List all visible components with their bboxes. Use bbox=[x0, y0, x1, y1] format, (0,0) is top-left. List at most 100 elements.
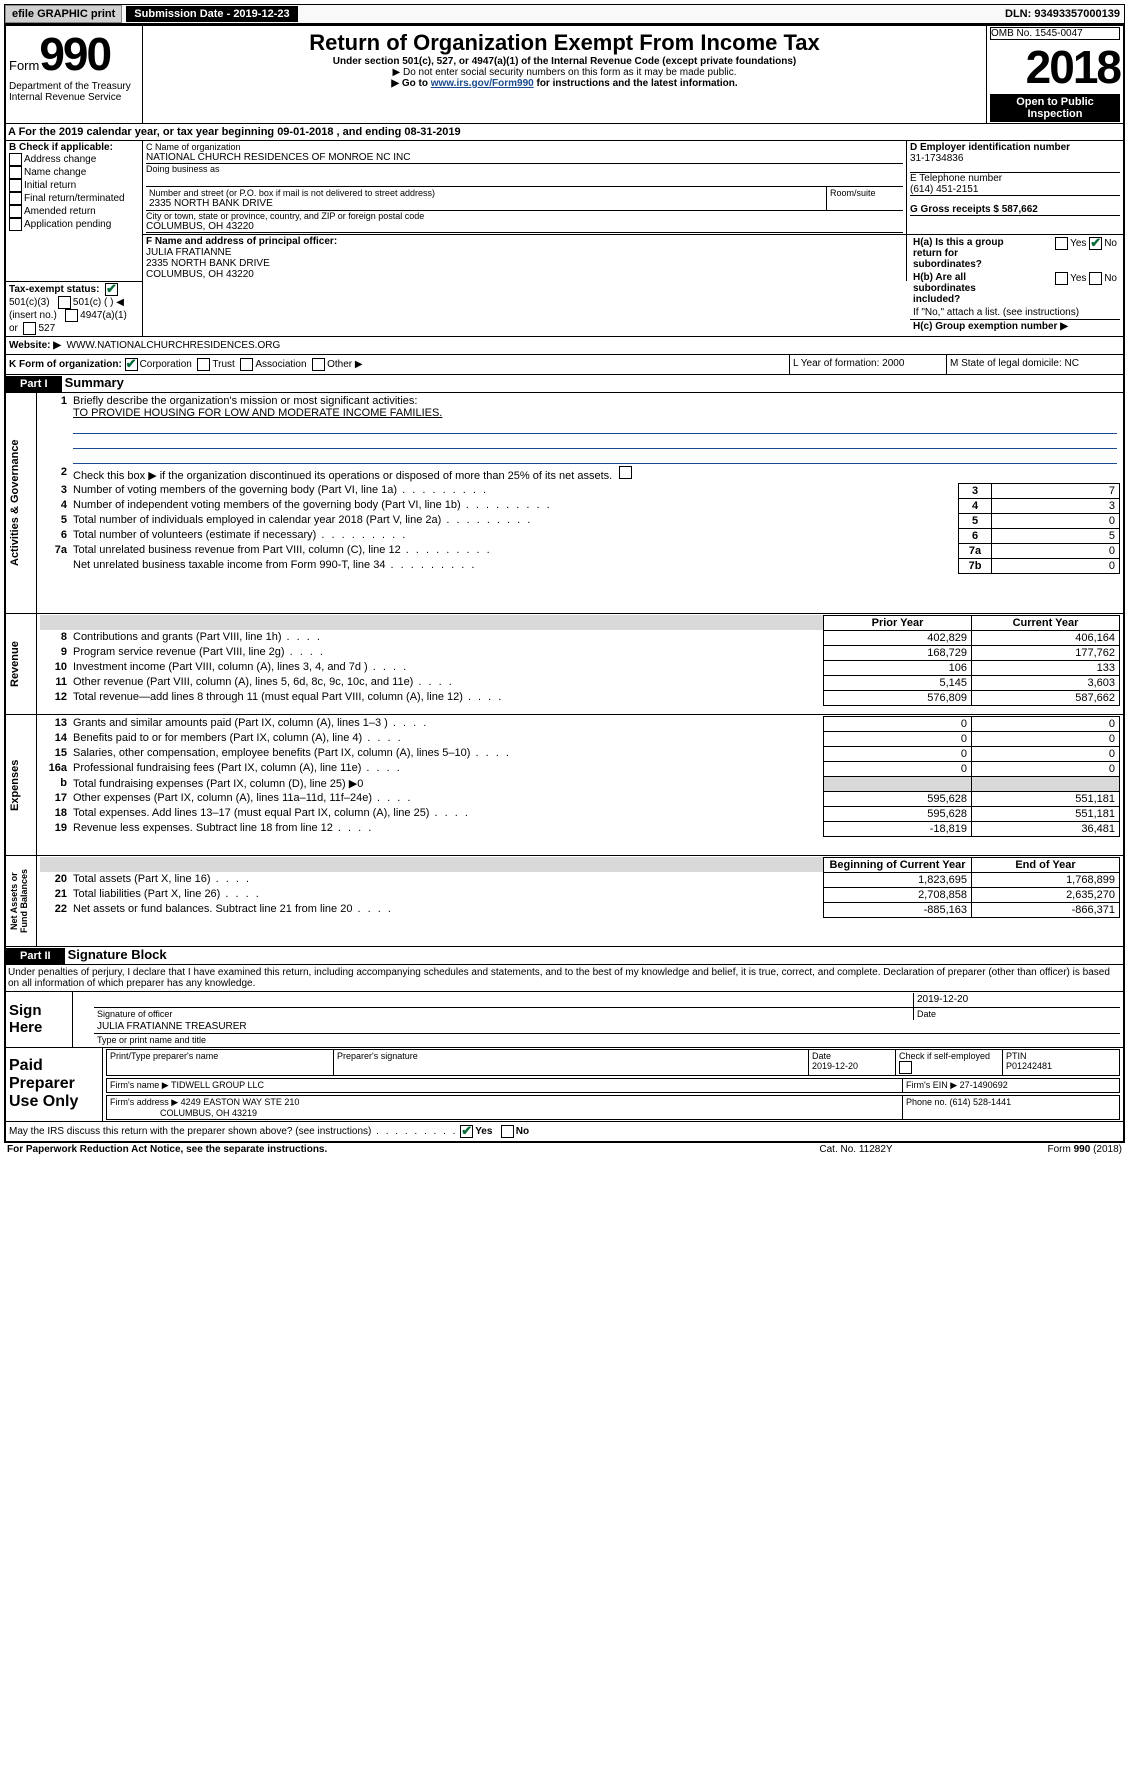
checkbox-discuss-yes[interactable] bbox=[460, 1125, 473, 1138]
checkbox-527[interactable] bbox=[23, 322, 36, 335]
table-row-text: Net assets or fund balances. Subtract li… bbox=[70, 902, 824, 917]
gov-row-text: Total number of individuals employed in … bbox=[70, 513, 959, 528]
ha-label: H(a) Is this a group return for subordin… bbox=[913, 237, 1004, 270]
checkbox-line-2[interactable] bbox=[619, 466, 632, 479]
table-row-text: Professional fundraising fees (Part IX, … bbox=[70, 761, 824, 776]
room-suite-header: Room/suite bbox=[830, 188, 900, 198]
telephone: (614) 451-2151 bbox=[910, 184, 1120, 195]
prep-date-header: Date bbox=[812, 1051, 831, 1061]
efile-print-button[interactable]: efile GRAPHIC print bbox=[5, 5, 122, 23]
d-ein-header: D Employer identification number bbox=[910, 142, 1120, 153]
check-self-employed: Check if self-employed bbox=[896, 1049, 1003, 1075]
firm-addr2: COLUMBUS, OH 43219 bbox=[160, 1108, 257, 1118]
checkbox-trust[interactable] bbox=[197, 358, 210, 371]
checkbox-application-pending[interactable] bbox=[9, 218, 22, 231]
checkbox-4947[interactable] bbox=[65, 309, 78, 322]
side-expenses: Expenses bbox=[9, 716, 21, 854]
part-ii-tab: Part II bbox=[6, 948, 65, 964]
checkbox-ha-no[interactable] bbox=[1089, 237, 1102, 250]
side-activities-governance: Activities & Governance bbox=[9, 394, 21, 612]
street-address: 2335 NORTH BANK DRIVE bbox=[149, 198, 823, 209]
officer-addr1: 2335 NORTH BANK DRIVE bbox=[146, 258, 903, 269]
checkbox-other[interactable] bbox=[312, 358, 325, 371]
paid-preparer-label: Paid Preparer Use Only bbox=[6, 1047, 103, 1121]
table-row-text: Revenue less expenses. Subtract line 18 … bbox=[70, 821, 824, 836]
table-row-text: Total revenue—add lines 8 through 11 (mu… bbox=[70, 690, 824, 705]
line-a-tax-year: A For the 2019 calendar year, or tax yea… bbox=[6, 124, 1123, 141]
prep-date: 2019-12-20 bbox=[812, 1061, 858, 1071]
form-990-badge: Form990 bbox=[9, 27, 139, 81]
checkbox-name-change[interactable] bbox=[9, 166, 22, 179]
col-end-year: End of Year bbox=[972, 857, 1120, 872]
checkbox-501c3[interactable] bbox=[105, 283, 118, 296]
l-year-formation: L Year of formation: 2000 bbox=[790, 355, 947, 375]
col-current-year: Current Year bbox=[972, 615, 1120, 630]
table-row-text: Program service revenue (Part VIII, line… bbox=[70, 645, 824, 660]
line-i-tax-exempt: Tax-exempt status: 501(c)(3) 501(c) ( ) … bbox=[6, 281, 143, 336]
footer-form: Form 990 (2018) bbox=[1048, 1144, 1122, 1155]
checkbox-corporation[interactable] bbox=[125, 358, 138, 371]
mission-text: TO PROVIDE HOUSING FOR LOW AND MODERATE … bbox=[73, 407, 442, 419]
firm-addr1: 4249 EASTON WAY STE 210 bbox=[181, 1097, 300, 1107]
org-name: NATIONAL CHURCH RESIDENCES OF MONROE NC … bbox=[146, 152, 903, 163]
checkbox-hb-no[interactable] bbox=[1089, 272, 1102, 285]
dln: DLN: 93493357000139 bbox=[1005, 8, 1124, 20]
firm-name: TIDWELL GROUP LLC bbox=[171, 1080, 264, 1090]
top-toolbar: efile GRAPHIC print Submission Date - 20… bbox=[4, 4, 1125, 24]
city-header: City or town, state or province, country… bbox=[146, 211, 903, 221]
dba-header: Doing business as bbox=[146, 164, 903, 174]
officer-typed-name: JULIA FRATIANNE TREASURER bbox=[94, 1020, 1120, 1034]
omb-number: OMB No. 1545-0047 bbox=[990, 27, 1120, 40]
form-subtitle-2: ▶ Do not enter social security numbers o… bbox=[147, 67, 982, 78]
ein: 31-1734836 bbox=[910, 153, 1120, 164]
checkbox-final-return[interactable] bbox=[9, 192, 22, 205]
section-b-header: B Check if applicable: bbox=[9, 142, 139, 153]
footer-cat: Cat. No. 11282Y bbox=[753, 1143, 959, 1156]
submission-date: Submission Date - 2019-12-23 bbox=[126, 6, 297, 22]
checkbox-association[interactable] bbox=[240, 358, 253, 371]
gov-row-text: Net unrelated business taxable income fr… bbox=[70, 558, 959, 573]
form-subtitle-1: Under section 501(c), 527, or 4947(a)(1)… bbox=[147, 56, 982, 67]
line-2-label: Check this box ▶ if the organization dis… bbox=[70, 465, 1120, 484]
perjury-declaration: Under penalties of perjury, I declare th… bbox=[6, 965, 1123, 992]
firm-phone: Phone no. (614) 528-1441 bbox=[903, 1095, 1120, 1119]
checkbox-initial-return[interactable] bbox=[9, 179, 22, 192]
officer-name: JULIA FRATIANNE bbox=[146, 247, 903, 258]
g-gross-receipts: G Gross receipts $ 587,662 bbox=[910, 204, 1120, 215]
website-url: WWW.NATIONALCHURCHRESIDENCES.ORG bbox=[67, 340, 281, 351]
irs-link[interactable]: www.irs.gov/Form990 bbox=[431, 78, 534, 89]
part-i-title: Summary bbox=[65, 375, 124, 390]
part-i-tab: Part I bbox=[6, 376, 62, 392]
city-state-zip: COLUMBUS, OH 43220 bbox=[146, 221, 903, 232]
checkbox-address-change[interactable] bbox=[9, 153, 22, 166]
checkbox-ha-yes[interactable] bbox=[1055, 237, 1068, 250]
gov-row-text: Total number of volunteers (estimate if … bbox=[70, 528, 959, 543]
checkbox-self-employed[interactable] bbox=[899, 1061, 912, 1074]
dept-treasury: Department of the Treasury bbox=[9, 81, 139, 92]
checkbox-501c[interactable] bbox=[58, 296, 71, 309]
checkbox-discuss-no[interactable] bbox=[501, 1125, 514, 1138]
open-inspection: Open to Public Inspection bbox=[990, 94, 1120, 122]
col-prior-year: Prior Year bbox=[824, 615, 972, 630]
firm-addr-header: Firm's address ▶ bbox=[110, 1097, 178, 1107]
table-row-text: Other expenses (Part IX, column (A), lin… bbox=[70, 791, 824, 806]
table-row-text: Benefits paid to or for members (Part IX… bbox=[70, 731, 824, 746]
firm-ein-header: Firm's EIN ▶ bbox=[906, 1080, 957, 1090]
f-officer-header: F Name and address of principal officer: bbox=[146, 236, 903, 247]
ptin-header: PTIN bbox=[1006, 1051, 1027, 1061]
table-row-text: Total liabilities (Part X, line 26) . . … bbox=[70, 887, 824, 902]
type-print-label: Type or print name and title bbox=[94, 1033, 1120, 1046]
sign-here-label: Sign Here bbox=[6, 992, 73, 1047]
street-header: Number and street (or P.O. box if mail i… bbox=[149, 188, 823, 198]
table-row-text: Total expenses. Add lines 13–17 (must eq… bbox=[70, 806, 824, 821]
checkbox-hb-yes[interactable] bbox=[1055, 272, 1068, 285]
gov-row-text: Number of independent voting members of … bbox=[70, 498, 959, 513]
hb-note: If "No," attach a list. (see instruction… bbox=[910, 306, 1120, 320]
date-label: Date bbox=[914, 1007, 1121, 1020]
c-name-header: C Name of organization bbox=[146, 142, 903, 152]
hc-label: H(c) Group exemption number ▶ bbox=[910, 320, 1120, 334]
ptin: P01242481 bbox=[1006, 1061, 1052, 1071]
table-row-text: Contributions and grants (Part VIII, lin… bbox=[70, 630, 824, 645]
checkbox-amended[interactable] bbox=[9, 205, 22, 218]
col-beginning-year: Beginning of Current Year bbox=[824, 857, 972, 872]
